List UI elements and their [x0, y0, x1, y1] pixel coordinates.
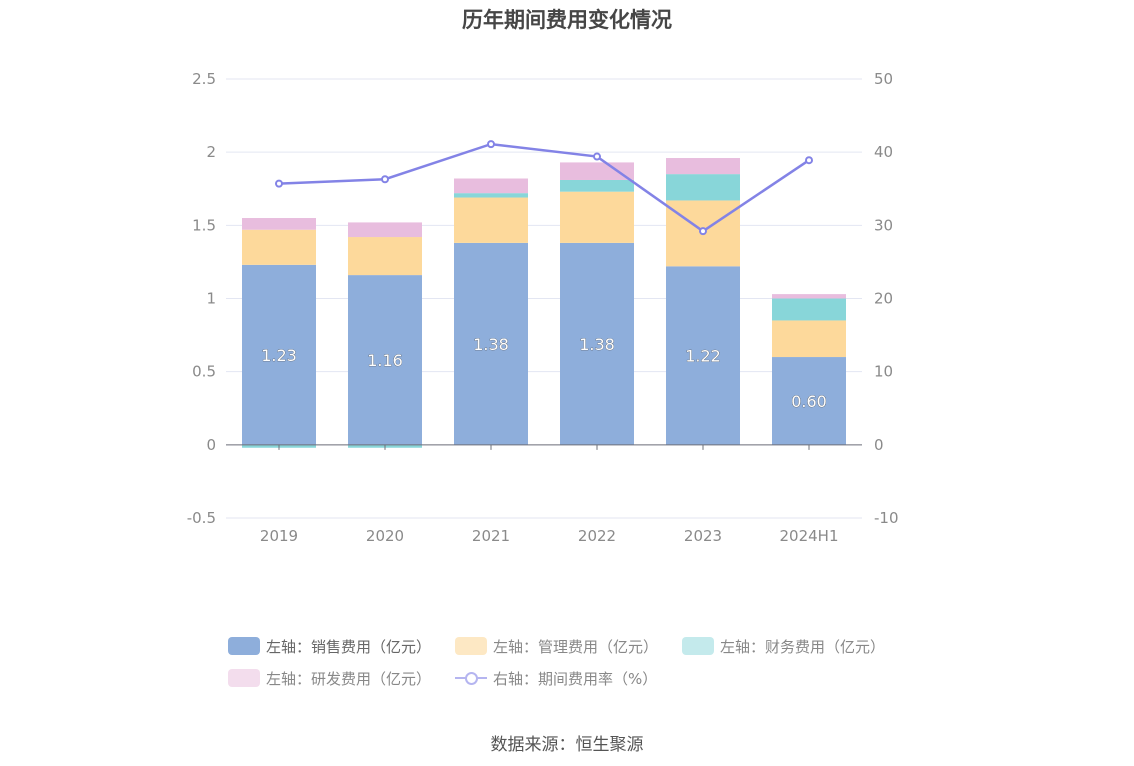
- legend-label-finance: 左轴：财务费用（亿元）: [720, 637, 886, 656]
- data-source: 数据来源：恒生聚源: [490, 735, 644, 755]
- legend-item-rd[interactable]: 左轴：研发费用（亿元）: [228, 668, 431, 689]
- x-tick-label: 2020: [366, 527, 404, 545]
- bar-data-label: 1.16: [367, 351, 403, 370]
- rate-point: [805, 156, 813, 165]
- legend-swatch-rd: [228, 669, 260, 687]
- bar-admin: [454, 197, 528, 243]
- y-left-tick-label: 2: [206, 143, 216, 161]
- bar-rd: [560, 162, 634, 180]
- legend-label-admin: 左轴：管理费用（亿元）: [493, 637, 659, 656]
- bar-sales: [242, 264, 316, 445]
- chart-title: 历年期间费用变化情况: [462, 8, 672, 32]
- bar-sales: [454, 242, 528, 445]
- x-tick-label: 2024H1: [780, 527, 839, 545]
- bar-admin: [242, 229, 316, 265]
- bar-data-label: 1.22: [685, 347, 721, 366]
- y-left-tick-label: 0.5: [192, 363, 216, 381]
- legend-swatch-sales: [228, 637, 260, 655]
- bar-admin: [772, 320, 846, 358]
- rate-line: [278, 142, 810, 233]
- legend-line-rate-icon: [455, 669, 488, 687]
- rate-point: [593, 152, 601, 161]
- bar-sales: [560, 242, 634, 445]
- bar-finance: [560, 179, 634, 192]
- y-left-tick-label: 2.5: [192, 70, 216, 88]
- bar-rd: [348, 222, 422, 238]
- y-right-tick-label: 10: [874, 363, 893, 381]
- bar-data-label: 1.23: [261, 346, 297, 365]
- bar-sales: [772, 357, 846, 445]
- x-tick-label: 2019: [260, 527, 298, 545]
- y-left-tick-label: 0: [206, 436, 216, 454]
- y-right-tick-label: 40: [874, 143, 893, 161]
- legend: 左轴：销售费用（亿元） 左轴：管理费用（亿元） 左轴：财务费用（亿元） 左轴：研…: [228, 630, 928, 694]
- legend-item-rate[interactable]: 右轴：期间费用率（%）: [455, 668, 657, 689]
- x-tick-label: 2021: [472, 527, 510, 545]
- y-right-tick-label: -10: [874, 509, 899, 527]
- y-left-tick-label: 1: [206, 290, 216, 308]
- rate-point: [699, 227, 707, 236]
- bar-data-label: 0.60: [791, 392, 827, 411]
- bar-rd: [242, 218, 316, 230]
- bar-rd: [454, 178, 528, 194]
- legend-swatch-admin: [455, 637, 488, 655]
- bar-finance: [454, 193, 528, 198]
- bar-rd: [666, 158, 740, 175]
- y-left-tick-label: 1.5: [192, 216, 216, 234]
- legend-label-rd: 左轴：研发费用（亿元）: [266, 669, 432, 688]
- bar-rd: [772, 294, 846, 299]
- y-right-tick-label: 50: [874, 70, 893, 88]
- x-tick-label: 2022: [578, 527, 616, 545]
- bar-admin: [348, 237, 422, 276]
- chart-plot: 2.5 50 2 40 1.5 30 1 20 0.5 10 0 0 -0.5 -10 2019 2020 20…: [187, 70, 899, 545]
- y-right-tick-label: 30: [874, 216, 893, 234]
- y-right-tick-label: 0: [874, 436, 884, 454]
- rate-point: [275, 179, 283, 188]
- legend-item-sales[interactable]: 左轴：销售费用（亿元）: [228, 636, 431, 657]
- bar-admin: [560, 191, 634, 243]
- legend-label-sales: 左轴：销售费用（亿元）: [266, 637, 432, 656]
- bar-data-label: 1.38: [473, 335, 509, 354]
- bar-data-label: 1.38: [579, 335, 615, 354]
- rate-point: [487, 140, 495, 149]
- y-right-tick-label: 20: [874, 290, 893, 308]
- bar-finance: [772, 298, 846, 321]
- x-tick-label: 2023: [684, 527, 722, 545]
- bar-sales: [666, 266, 740, 445]
- bar-finance: [666, 174, 740, 201]
- y-left-tick-label: -0.5: [187, 509, 216, 527]
- bar-sales: [348, 275, 422, 445]
- rate-point: [381, 175, 389, 184]
- legend-item-finance[interactable]: 左轴：财务费用（亿元）: [682, 636, 885, 657]
- legend-label-rate: 右轴：期间费用率（%）: [493, 669, 658, 688]
- legend-item-admin[interactable]: 左轴：管理费用（亿元）: [455, 636, 658, 657]
- legend-swatch-finance: [682, 637, 715, 655]
